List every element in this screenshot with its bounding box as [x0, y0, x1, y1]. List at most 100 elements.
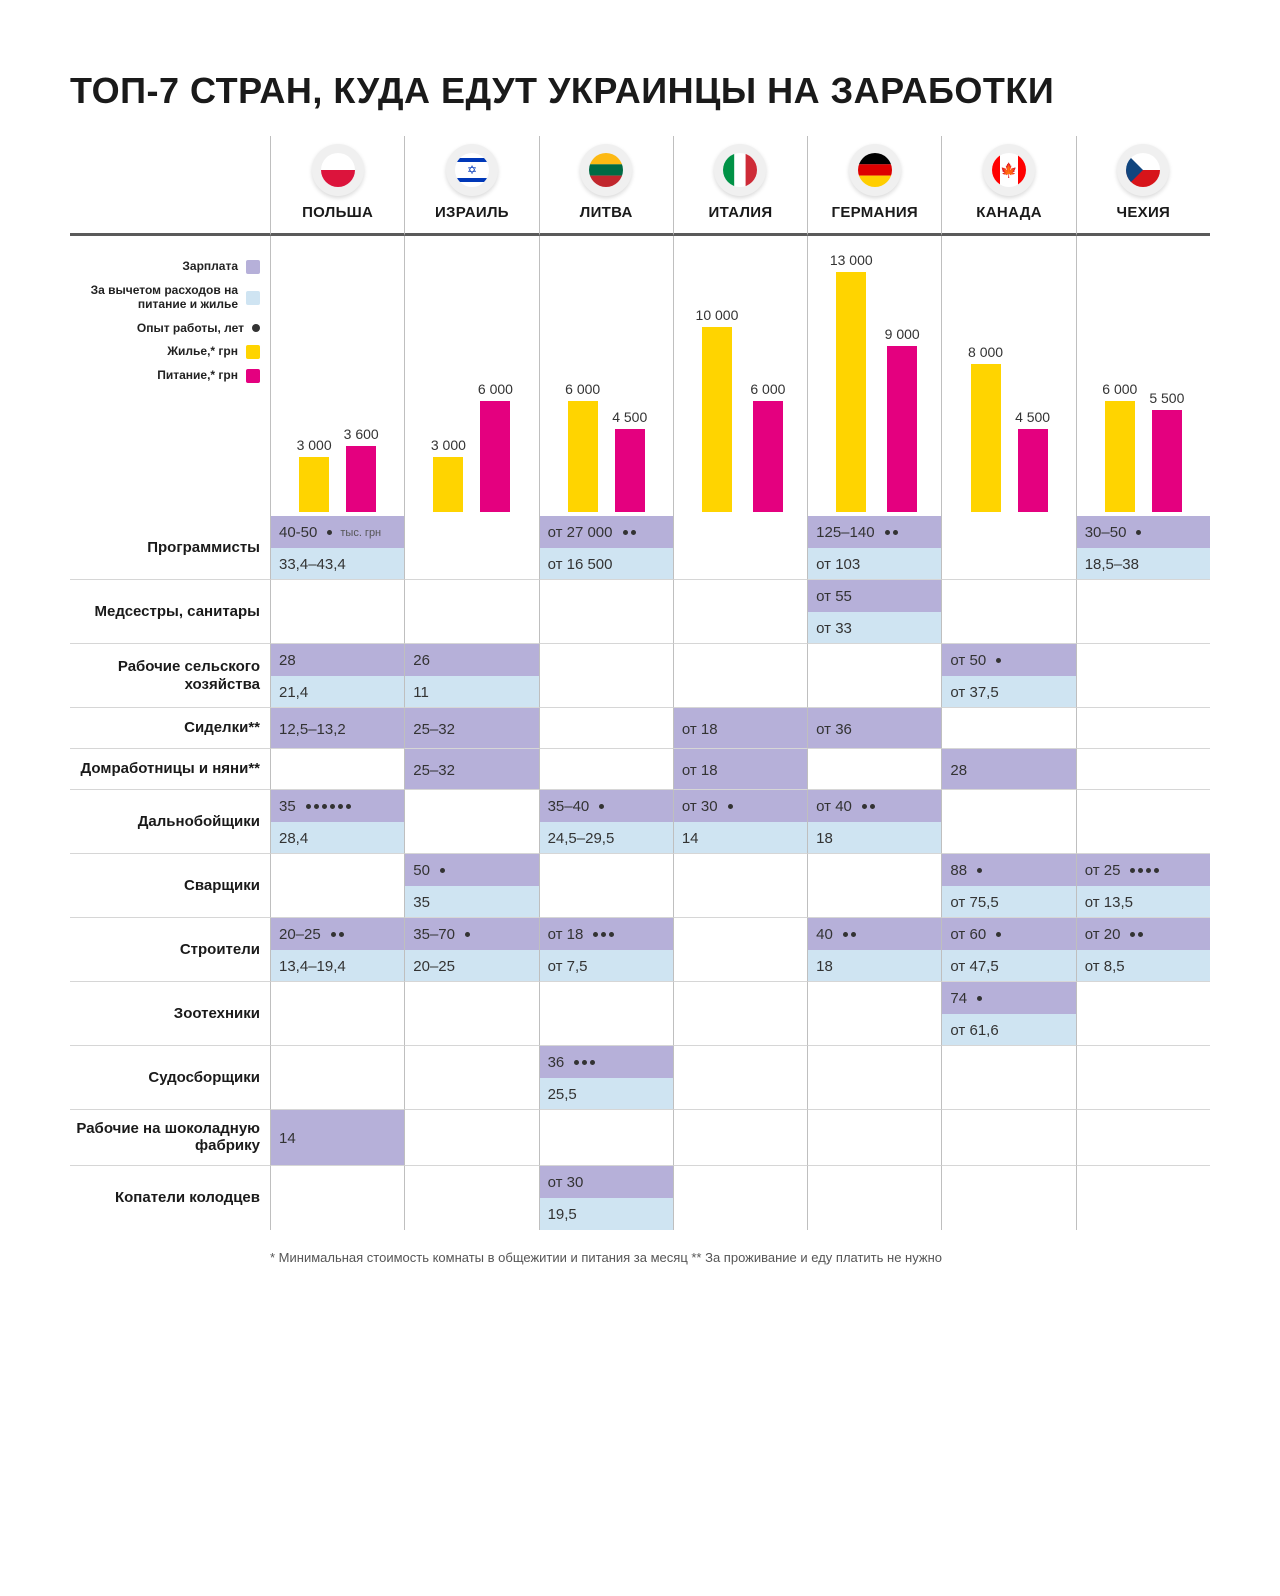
- profession-cell: [807, 854, 941, 918]
- cell-net: [1077, 1198, 1210, 1230]
- cell-salary: [808, 1046, 941, 1078]
- bars-pl: 3 0003 600: [270, 236, 404, 516]
- profession-cell: 14: [270, 1110, 404, 1166]
- profession-cell: [270, 854, 404, 918]
- legend-item: Зарплата: [70, 260, 260, 274]
- profession-cell: от 60от 47,5: [941, 918, 1075, 982]
- profession-cell: [807, 1110, 941, 1166]
- profession-cell: от 18: [673, 708, 807, 749]
- food-bar-rect: [480, 401, 510, 512]
- profession-cell: [673, 854, 807, 918]
- profession-cell: 125–140от 103: [807, 516, 941, 580]
- legend-swatch-icon: [246, 291, 260, 305]
- flag-icon: [1117, 144, 1169, 196]
- food-bar-rect: [1152, 410, 1182, 512]
- profession-cell: от 18от 7,5: [539, 918, 673, 982]
- cell-salary: 35: [271, 790, 404, 822]
- cell-net: [405, 1198, 538, 1230]
- cell-salary: [808, 854, 941, 886]
- cell-salary: [942, 1110, 1075, 1165]
- profession-cell: [673, 644, 807, 708]
- cell-net: [405, 822, 538, 854]
- cell-salary: [540, 644, 673, 676]
- cell-salary: 125–140: [808, 516, 941, 548]
- cell-salary: 28: [271, 644, 404, 676]
- cell-net: от 7,5: [540, 950, 673, 982]
- legend-item: За вычетом расходов на питание и жилье: [70, 284, 260, 312]
- profession-cell: [270, 1166, 404, 1230]
- cell-salary: [808, 982, 941, 1014]
- housing-bar: 3 000: [431, 437, 466, 512]
- profession-cell: от 50от 37,5: [941, 644, 1075, 708]
- cell-net: [271, 886, 404, 918]
- food-bar: 9 000: [885, 326, 920, 512]
- cell-net: [1077, 1014, 1210, 1046]
- profession-cell: [941, 580, 1075, 644]
- bars-cz: 6 0005 500: [1076, 236, 1210, 516]
- profession-cell: [539, 982, 673, 1046]
- legend-swatch-icon: [246, 369, 260, 383]
- cell-net: 33,4–43,4: [271, 548, 404, 580]
- cell-net: 28,4: [271, 822, 404, 854]
- cell-net: [271, 1078, 404, 1110]
- profession-cell: [539, 580, 673, 644]
- cell-salary: [405, 790, 538, 822]
- profession-cell: [1076, 1166, 1210, 1230]
- legend-label: Опыт работы, лет: [137, 322, 244, 336]
- cell-salary: [942, 790, 1075, 822]
- cell-salary: [942, 516, 1075, 548]
- profession-cell: от 25от 13,5: [1076, 854, 1210, 918]
- food-bar: 6 000: [478, 381, 513, 512]
- cell-net: [540, 1014, 673, 1046]
- housing-bar-label: 3 000: [431, 437, 466, 453]
- cell-salary: [540, 982, 673, 1014]
- profession-cell: [941, 1110, 1075, 1166]
- cell-net: [405, 1014, 538, 1046]
- cell-net: [1077, 612, 1210, 644]
- legend: Зарплата За вычетом расходов на питание и…: [70, 236, 270, 516]
- cell-net: [540, 676, 673, 708]
- profession-cell: [1076, 1046, 1210, 1110]
- svg-text:✡: ✡: [467, 163, 477, 177]
- cell-salary: 40: [808, 918, 941, 950]
- cell-net: 19,5: [540, 1198, 673, 1230]
- experience-dots-icon: [1130, 868, 1159, 873]
- cell-salary: [405, 1046, 538, 1078]
- profession-cell: [404, 1046, 538, 1110]
- profession-cell: 74от 61,6: [941, 982, 1075, 1046]
- country-header-lt: ЛИТВА: [539, 136, 673, 236]
- experience-dots-icon: [623, 530, 636, 535]
- country-name: ЧЕХИЯ: [1117, 204, 1171, 221]
- cell-net: от 61,6: [942, 1014, 1075, 1046]
- housing-bar-label: 13 000: [830, 252, 873, 268]
- profession-cell: от 55от 33: [807, 580, 941, 644]
- experience-dots-icon: [977, 868, 982, 873]
- cell-salary: 30–50: [1077, 516, 1210, 548]
- profession-cell: 35–7020–25: [404, 918, 538, 982]
- cell-salary: от 30: [674, 790, 807, 822]
- cell-salary: [942, 580, 1075, 612]
- cell-salary: [540, 708, 673, 748]
- bars-de: 13 000 9 000: [807, 236, 941, 516]
- cell-salary: [1077, 1046, 1210, 1078]
- cell-salary: [942, 1046, 1075, 1078]
- housing-bar-label: 3 000: [297, 437, 332, 453]
- profession-cell: 30–5018,5–38: [1076, 516, 1210, 580]
- profession-cell: [673, 1046, 807, 1110]
- profession-cell: от 20от 8,5: [1076, 918, 1210, 982]
- cell-salary: [271, 982, 404, 1014]
- profession-cell: [673, 1110, 807, 1166]
- cell-salary: 26: [405, 644, 538, 676]
- profession-cell: [1076, 644, 1210, 708]
- profession-label: Дальнобойщики: [70, 790, 270, 854]
- cell-salary: [405, 580, 538, 612]
- cell-salary: 12,5–13,2: [271, 708, 404, 748]
- cell-net: [1077, 1078, 1210, 1110]
- cell-salary: [271, 1166, 404, 1198]
- bars-it: 10 0006 000: [673, 236, 807, 516]
- profession-cell: [1076, 749, 1210, 790]
- country-name: ГЕРМАНИЯ: [832, 204, 918, 221]
- cell-net: [674, 1014, 807, 1046]
- cell-salary: [674, 1166, 807, 1198]
- cell-salary: [808, 1166, 941, 1198]
